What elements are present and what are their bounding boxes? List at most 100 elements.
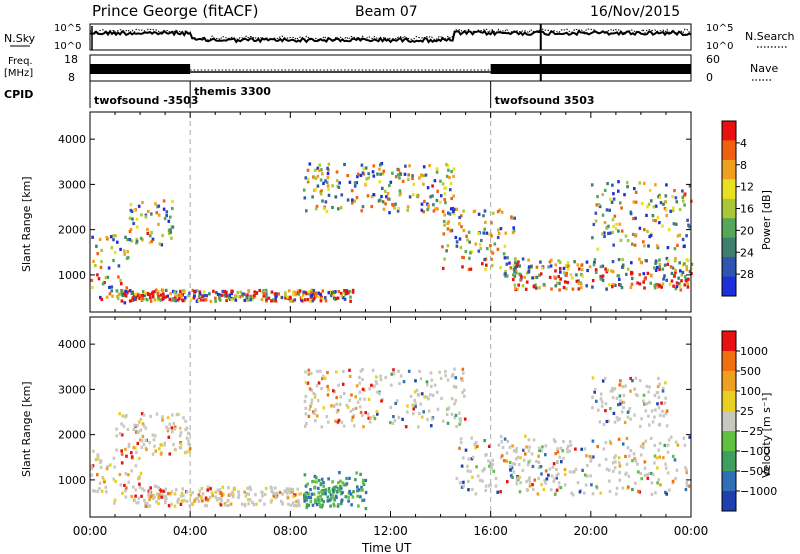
power-cell <box>119 247 122 251</box>
power-cell <box>482 214 485 218</box>
velocity-cell <box>220 499 223 503</box>
velocity-cell <box>604 441 608 445</box>
y-tick-label: 2000 <box>58 224 86 237</box>
velocity-cell <box>583 447 587 451</box>
velocity-cell <box>149 495 152 499</box>
velocity-cell <box>130 469 133 473</box>
velocity-cell <box>634 481 637 485</box>
power-cell <box>316 166 320 170</box>
power-cell <box>164 295 167 299</box>
power-cell <box>580 268 584 272</box>
power-cell <box>658 265 661 269</box>
velocity-cell <box>662 414 665 418</box>
power-cell <box>612 283 615 287</box>
power-cell <box>327 162 331 166</box>
velocity-cell <box>395 399 399 403</box>
nsearch-tick-high: 10^5 <box>706 23 733 34</box>
power-cell <box>223 289 226 294</box>
power-cell <box>337 290 341 294</box>
power-cell <box>335 296 338 301</box>
power-cell <box>169 230 172 234</box>
velocity-cell <box>133 498 136 502</box>
velocity-cell <box>161 415 164 419</box>
power-cell <box>541 266 544 270</box>
power-cell <box>386 197 390 201</box>
velocity-cell <box>499 490 502 494</box>
velocity-cell <box>611 386 614 391</box>
power-cell <box>620 229 624 233</box>
power-cell <box>626 185 629 189</box>
velocity-cell <box>177 497 180 501</box>
power-cell <box>124 235 127 239</box>
power-colorbar-swatch <box>722 159 736 180</box>
velocity-cell <box>303 399 307 403</box>
velocity-cell <box>309 488 312 492</box>
velocity-cell <box>420 392 424 396</box>
power-cell <box>520 275 523 279</box>
power-cell <box>367 172 370 176</box>
velocity-cell <box>142 442 146 446</box>
velocity-cell <box>346 405 350 409</box>
velocity-cell <box>329 497 333 501</box>
power-cell <box>360 163 364 167</box>
power-cell <box>634 216 637 220</box>
velocity-cell <box>663 401 667 405</box>
power-cell <box>128 238 132 242</box>
velocity-cell <box>102 477 105 482</box>
power-cell <box>483 227 486 231</box>
velocity-cell <box>528 459 532 463</box>
velocity-cell <box>553 477 556 481</box>
velocity-cell <box>290 490 294 494</box>
velocity-cell <box>639 444 643 448</box>
velocity-cell <box>227 504 230 508</box>
velocity-colorbar-swatch <box>722 351 736 372</box>
velocity-cell <box>622 401 626 405</box>
velocity-cell <box>566 444 570 448</box>
power-cell <box>514 261 517 265</box>
power-cell <box>366 194 370 198</box>
velocity-cell <box>96 457 100 461</box>
power-cell <box>145 298 149 302</box>
power-cell <box>179 292 182 296</box>
power-cell <box>403 172 407 176</box>
velocity-cell <box>649 436 653 440</box>
velocity-cell <box>220 493 224 497</box>
power-cell <box>677 276 680 280</box>
velocity-cell <box>136 441 140 446</box>
power-cell <box>674 287 678 291</box>
velocity-cell <box>613 466 617 470</box>
velocity-cell <box>154 449 158 453</box>
velocity-cell <box>175 413 179 417</box>
velocity-cell <box>538 448 541 452</box>
power-cell <box>246 298 250 302</box>
power-cell <box>151 295 155 299</box>
velocity-cell <box>119 483 122 487</box>
velocity-cell <box>560 460 563 464</box>
velocity-cell <box>326 370 329 375</box>
velocity-cell <box>492 469 496 473</box>
power-cell <box>441 182 445 186</box>
velocity-cell <box>409 394 413 398</box>
velocity-cell <box>132 485 135 489</box>
power-cell <box>356 172 360 176</box>
velocity-cell <box>232 487 236 491</box>
velocity-cell <box>251 500 254 504</box>
power-cell <box>611 260 615 264</box>
power-cell <box>353 181 357 185</box>
velocity-cell <box>332 502 335 506</box>
power-cell <box>406 205 410 209</box>
power-cell <box>439 200 442 204</box>
beam-label: Beam 07 <box>355 4 418 20</box>
velocity-cell <box>555 488 559 492</box>
power-cell <box>126 238 129 242</box>
power-cell <box>474 242 478 246</box>
power-cell <box>665 213 668 218</box>
power-cell <box>334 290 337 294</box>
power-cell <box>338 181 341 185</box>
nsearch-trace <box>89 28 692 41</box>
velocity-cell <box>514 448 518 453</box>
power-cell <box>122 249 126 253</box>
power-cell <box>610 269 613 273</box>
velocity-cell <box>248 485 252 489</box>
